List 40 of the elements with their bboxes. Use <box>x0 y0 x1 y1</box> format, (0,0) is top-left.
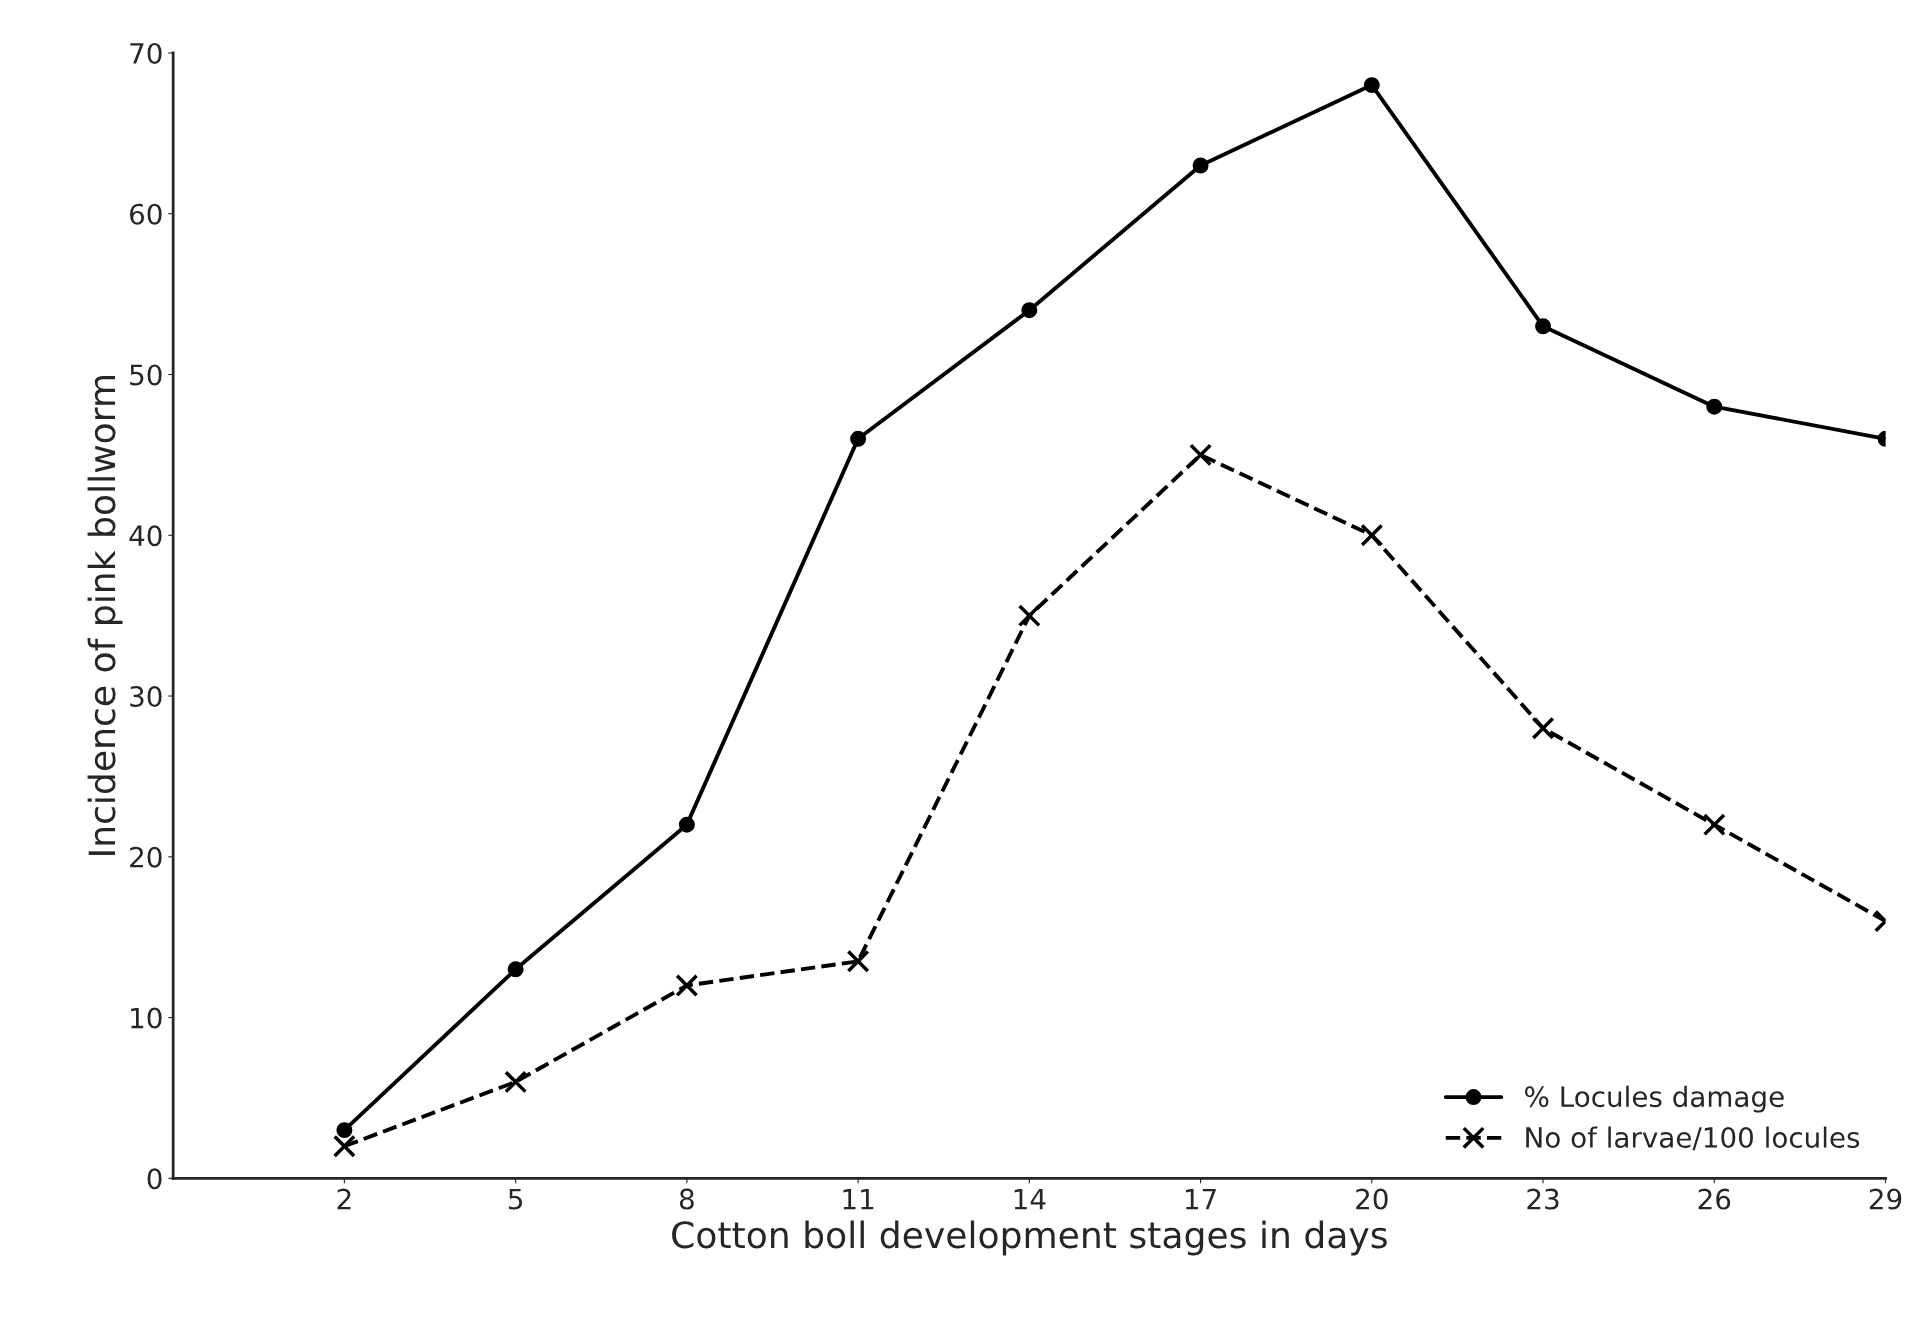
x-tick-label: 23 <box>1527 1188 1559 1210</box>
point <box>1021 302 1038 319</box>
y-tick-label: 20 <box>130 846 162 868</box>
point <box>1363 77 1380 94</box>
point <box>1706 398 1723 415</box>
x-tick-label: 5 <box>508 1188 523 1210</box>
x-axis-title: Cotton boll development stages in days <box>672 1220 1387 1256</box>
x-tick-label: 29 <box>1869 1188 1902 1210</box>
x-tick-label: 26 <box>1698 1188 1731 1210</box>
x-tick-label: 2 <box>337 1188 351 1210</box>
point <box>850 430 867 447</box>
point <box>1531 716 1555 740</box>
x-tick-label: 17 <box>1185 1188 1216 1210</box>
point <box>1189 443 1213 467</box>
y-tick-label: 0 <box>147 1168 162 1190</box>
y-tick-label: 30 <box>130 685 162 707</box>
y-tick-label: 10 <box>131 1007 162 1029</box>
point <box>846 949 870 973</box>
y-tick-label: 60 <box>130 203 162 225</box>
point <box>678 816 695 833</box>
point <box>336 1122 353 1139</box>
point <box>1017 604 1041 628</box>
x-tick-label: 14 <box>1014 1188 1046 1210</box>
y-axis-title: Incidence of pink bollworm <box>87 375 123 855</box>
point <box>1535 318 1552 335</box>
x-tick-label: 11 <box>843 1188 874 1210</box>
legend-label: No of larvae/100 locules <box>1526 1126 1860 1151</box>
point <box>332 1134 356 1158</box>
point <box>507 961 524 978</box>
x-tick-label: 20 <box>1356 1188 1388 1210</box>
point <box>504 1070 528 1094</box>
point <box>1192 157 1209 174</box>
point <box>675 973 699 997</box>
y-tick-label: 40 <box>129 525 162 547</box>
point <box>1360 523 1384 547</box>
x-tick-label: 8 <box>679 1188 694 1210</box>
legend-label: % Locules damage <box>1525 1085 1784 1113</box>
y-tick-label: 70 <box>130 42 162 64</box>
y-tick-label: 50 <box>130 364 162 386</box>
point <box>1702 813 1726 837</box>
